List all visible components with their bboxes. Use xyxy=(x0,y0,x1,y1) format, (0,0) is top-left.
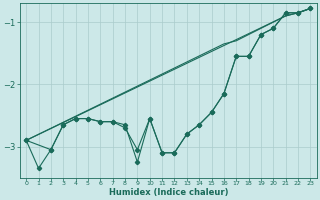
X-axis label: Humidex (Indice chaleur): Humidex (Indice chaleur) xyxy=(108,188,228,197)
